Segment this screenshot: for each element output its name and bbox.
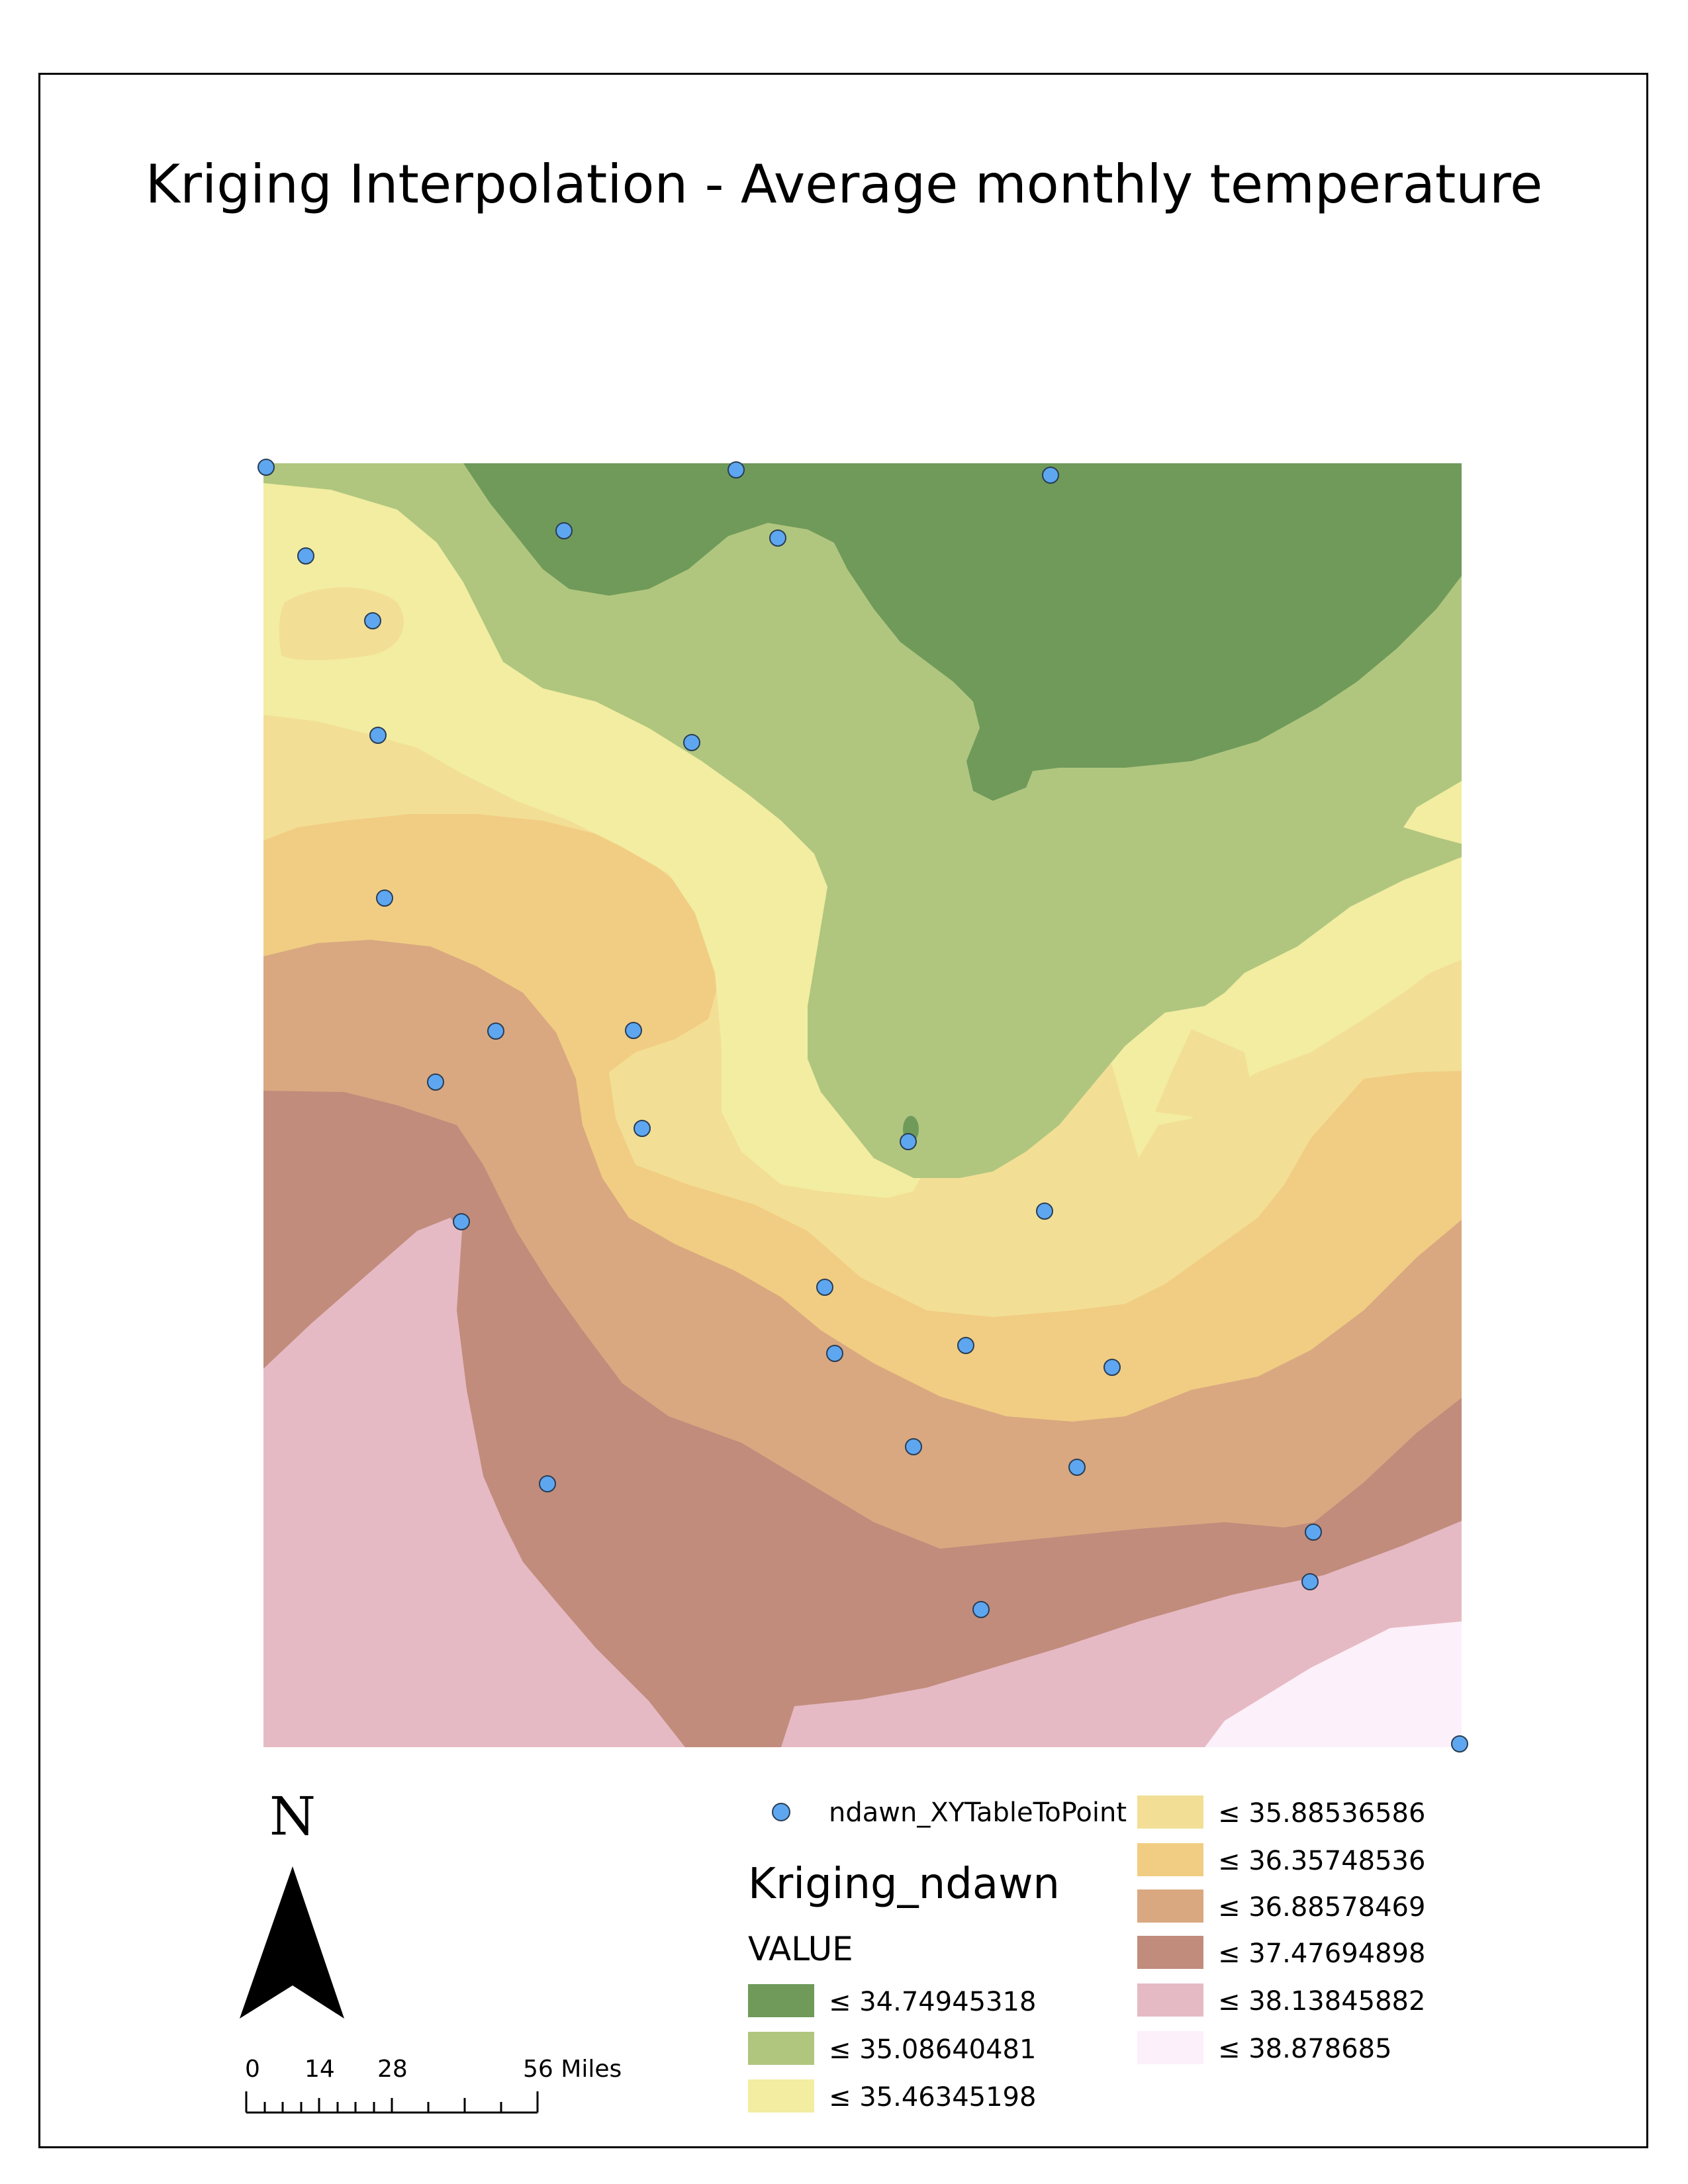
page-frame — [38, 73, 1648, 2148]
station-point — [1305, 1524, 1322, 1541]
zone-35-88-patch — [1155, 1029, 1251, 1118]
station-point — [769, 529, 786, 547]
scale-label-14: 14 — [305, 2056, 335, 2083]
legend-points-layer: ndawn_XYTableToPoint — [829, 1797, 1127, 1828]
station-point — [1042, 467, 1059, 484]
scale-label-56: 56 Miles — [523, 2056, 622, 2083]
station-point — [1301, 1573, 1319, 1590]
station-point — [683, 734, 700, 751]
station-point — [1103, 1359, 1121, 1376]
station-points — [258, 459, 1468, 1752]
station-point — [905, 1438, 922, 1455]
station-point — [900, 1133, 917, 1150]
legend-point-symbol — [772, 1803, 790, 1821]
scale-label-0: 0 — [245, 2056, 260, 2083]
station-point — [487, 1023, 504, 1040]
station-point — [826, 1345, 843, 1362]
legend-raster-layer: Kriging_ndawn — [748, 1860, 1060, 1909]
map-title: Kriging Interpolation - Average monthly … — [145, 154, 1543, 215]
station-point — [258, 459, 275, 476]
legend-class-label: ≤ 36.35748536 — [1218, 1846, 1425, 1876]
legend-class-label: ≤ 37.47694898 — [1218, 1938, 1425, 1969]
station-point — [427, 1073, 444, 1091]
legend-field-name: VALUE — [748, 1930, 853, 1968]
legend-swatch — [748, 2032, 814, 2065]
legend-classes: ≤ 34.74945318 ≤ 35.08640481 ≤ 35.4634519… — [748, 1796, 1425, 2113]
scale-label-28: 28 — [377, 2056, 408, 2083]
legend-swatch — [1137, 1796, 1203, 1829]
station-point — [555, 522, 573, 539]
legend-swatch — [1137, 2031, 1203, 2064]
legend-swatch — [1137, 1983, 1203, 2017]
station-point — [453, 1213, 470, 1230]
station-point — [957, 1337, 974, 1354]
legend-class-label: ≤ 36.88578469 — [1218, 1892, 1425, 1923]
station-point — [625, 1022, 642, 1039]
zone-34-74 — [463, 463, 1462, 801]
legend-class-label: ≤ 38.878685 — [1218, 2034, 1392, 2064]
scale-ticks — [245, 2091, 539, 2113]
legend-swatch — [1137, 1843, 1203, 1876]
station-point — [376, 889, 393, 907]
station-point — [1036, 1203, 1053, 1220]
legend-class-label: ≤ 34.74945318 — [829, 1987, 1036, 2017]
zone-35-46-patch — [279, 587, 404, 660]
station-point — [633, 1120, 651, 1137]
north-arrow-icon — [240, 1866, 344, 2019]
station-point — [816, 1279, 833, 1296]
legend-class-label: ≤ 38.13845882 — [1218, 1986, 1425, 2017]
station-point — [1068, 1459, 1086, 1476]
legend-class-label: ≤ 35.46345198 — [829, 2082, 1036, 2113]
station-point — [972, 1601, 990, 1618]
scale-bar: 0 14 28 56 Miles — [245, 2056, 622, 2114]
station-point — [727, 461, 745, 478]
legend-swatch — [1137, 1936, 1203, 1969]
legend-class-label: ≤ 35.88536586 — [1218, 1798, 1425, 1829]
legend-swatch — [748, 1984, 814, 2017]
legend-swatch — [1137, 1889, 1203, 1923]
station-point — [364, 612, 381, 629]
legend-swatch — [748, 2079, 814, 2113]
kriging-surface — [263, 463, 1462, 1747]
legend-class-label: ≤ 35.08640481 — [829, 2034, 1036, 2065]
station-point — [1451, 1735, 1468, 1752]
north-arrow-label: N — [269, 1786, 316, 1847]
station-point — [297, 547, 314, 565]
north-arrow: N — [240, 1786, 344, 2019]
station-point — [539, 1475, 556, 1492]
station-point — [369, 727, 387, 744]
